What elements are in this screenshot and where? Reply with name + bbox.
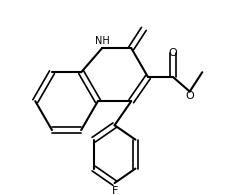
Text: O: O: [185, 91, 194, 101]
Text: O: O: [169, 48, 177, 58]
Text: F: F: [111, 185, 118, 195]
Text: NH: NH: [95, 36, 109, 46]
